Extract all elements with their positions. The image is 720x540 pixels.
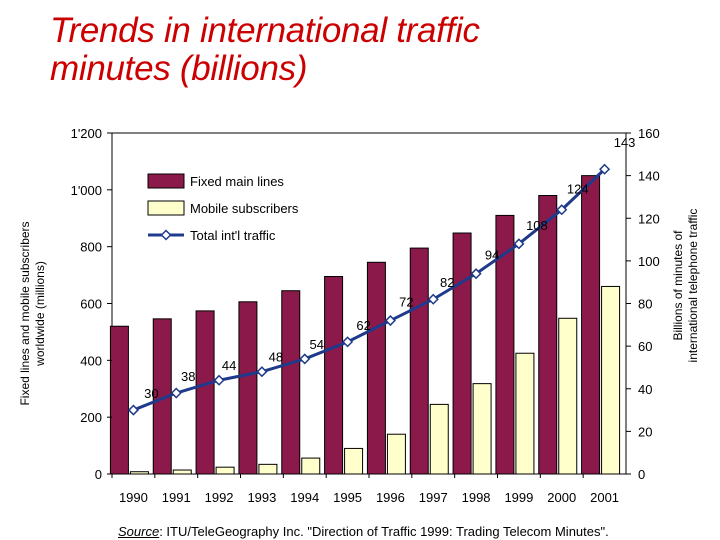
legend-swatch-fixed (147, 173, 185, 189)
y-right-tick-label: 60 (638, 339, 652, 354)
legend-label-fixed: Fixed main lines (190, 174, 284, 189)
traffic-point-1991 (170, 387, 182, 399)
traffic-data-label: 30 (144, 386, 158, 401)
legend-label-traffic: Total int'l traffic (190, 228, 276, 243)
traffic-data-label: 54 (310, 337, 324, 352)
y-right-tick-label: 160 (638, 126, 660, 141)
bar-mobile-1996 (386, 433, 406, 475)
y-left-tick-label: 600 (80, 297, 102, 312)
y-right-tick-label: 0 (638, 467, 645, 482)
bar-fixed-1998 (452, 232, 472, 475)
traffic-point-1995 (342, 336, 354, 348)
y-right-tick-label: 20 (638, 424, 652, 439)
chart-title: Trends in international traffic minutes … (50, 12, 480, 88)
y-right-axis-title-line: Billions of minutes of (671, 230, 685, 341)
legend-label-mobile: Mobile subscribers (190, 201, 299, 216)
traffic-point-2000 (556, 204, 568, 216)
traffic-point-1993 (256, 366, 268, 378)
bar-fixed-1999 (495, 214, 515, 475)
traffic-data-label: 94 (485, 248, 499, 263)
traffic-line (132, 168, 606, 412)
legend-swatch-mobile (147, 200, 185, 216)
bar-mobile-1994 (301, 457, 321, 475)
bar-mobile-1997 (429, 403, 449, 475)
title-line-1: Trends in international traffic (50, 11, 480, 50)
y-right-tick-label: 100 (638, 254, 660, 269)
bar-fixed-1994 (281, 290, 301, 475)
traffic-data-label: 72 (399, 295, 413, 310)
y-left-axis-title: Fixed lines and mobile subscribersworldw… (18, 221, 47, 405)
bar-fixed-1997 (409, 247, 429, 475)
bar-fixed-1995 (324, 276, 344, 475)
source-label: Source (118, 524, 160, 539)
bar-mobile-1993 (258, 463, 278, 475)
traffic-point-1990 (127, 404, 139, 416)
legend-marker-traffic (160, 229, 172, 241)
y-left-tick-label: 200 (80, 410, 102, 425)
bar-fixed-2001 (581, 175, 601, 475)
x-tick-label: 1997 (419, 490, 448, 505)
bar-mobile-1990 (129, 471, 149, 475)
traffic-data-label: 48 (269, 350, 283, 365)
bar-fixed-1990 (109, 325, 129, 475)
bar-fixed-1992 (195, 310, 215, 475)
traffic-point-1999 (513, 238, 525, 250)
y-left-tick-label: 400 (80, 353, 102, 368)
traffic-data-label: 82 (440, 275, 454, 290)
source-text: : ITU/TeleGeography Inc. "Direction of T… (159, 524, 609, 539)
traffic-point-1994 (299, 353, 311, 365)
bar-mobile-1992 (215, 466, 235, 475)
bar-fixed-1996 (366, 261, 386, 475)
y-right-tick-label: 80 (638, 297, 652, 312)
y-right-tick-label: 140 (638, 169, 660, 184)
y-left-axis-title-line: worldwide (millions) (33, 261, 47, 367)
x-tick-label: 2000 (547, 490, 576, 505)
bar-mobile-2000 (558, 317, 578, 475)
traffic-data-label: 44 (222, 358, 236, 373)
traffic-point-1996 (384, 314, 396, 327)
bar-mobile-2001 (601, 285, 621, 475)
y-left-tick-label: 0 (95, 467, 102, 482)
y-right-tick-label: 40 (638, 382, 652, 397)
x-tick-label: 1998 (462, 490, 491, 505)
x-tick-label: 1996 (376, 490, 405, 505)
traffic-point-1998 (470, 268, 482, 280)
traffic-data-label: 124 (567, 182, 589, 197)
bar-mobile-1995 (344, 447, 364, 475)
x-tick-label: 1994 (290, 490, 319, 505)
y-left-axis-title-line: Fixed lines and mobile subscribers (18, 221, 32, 405)
y-right-axis-title-line: international telephone traffic (686, 209, 700, 363)
bar-mobile-1999 (515, 352, 535, 475)
bar-mobile-1991 (172, 469, 192, 475)
traffic-data-label: 38 (181, 369, 195, 384)
traffic-point-1997 (427, 293, 439, 305)
x-tick-label: 1992 (205, 490, 234, 505)
y-left-tick-label: 1'000 (71, 183, 102, 198)
traffic-data-label: 108 (526, 218, 548, 233)
source-note: Source: ITU/TeleGeography Inc. "Directio… (118, 524, 609, 539)
x-tick-label: 1990 (119, 490, 148, 505)
x-tick-label: 1991 (162, 490, 191, 505)
bar-fixed-2000 (538, 195, 558, 475)
x-tick-label: 1995 (333, 490, 362, 505)
traffic-point-2001 (599, 163, 611, 175)
x-tick-label: 1999 (504, 490, 533, 505)
bar-fixed-1993 (238, 301, 258, 475)
traffic-data-label: 62 (356, 318, 370, 333)
traffic-data-label: 143 (614, 135, 636, 150)
traffic-point-1992 (213, 374, 225, 386)
y-right-tick-label: 120 (638, 211, 660, 226)
y-left-tick-label: 800 (80, 240, 102, 255)
title-line-2: minutes (billions) (50, 49, 308, 88)
x-tick-label: 1993 (247, 490, 276, 505)
x-tick-label: 2001 (590, 490, 619, 505)
y-left-tick-label: 1'200 (71, 126, 102, 141)
y-right-axis-title: Billions of minutes ofinternational tele… (671, 209, 700, 363)
bar-mobile-1998 (472, 383, 492, 475)
